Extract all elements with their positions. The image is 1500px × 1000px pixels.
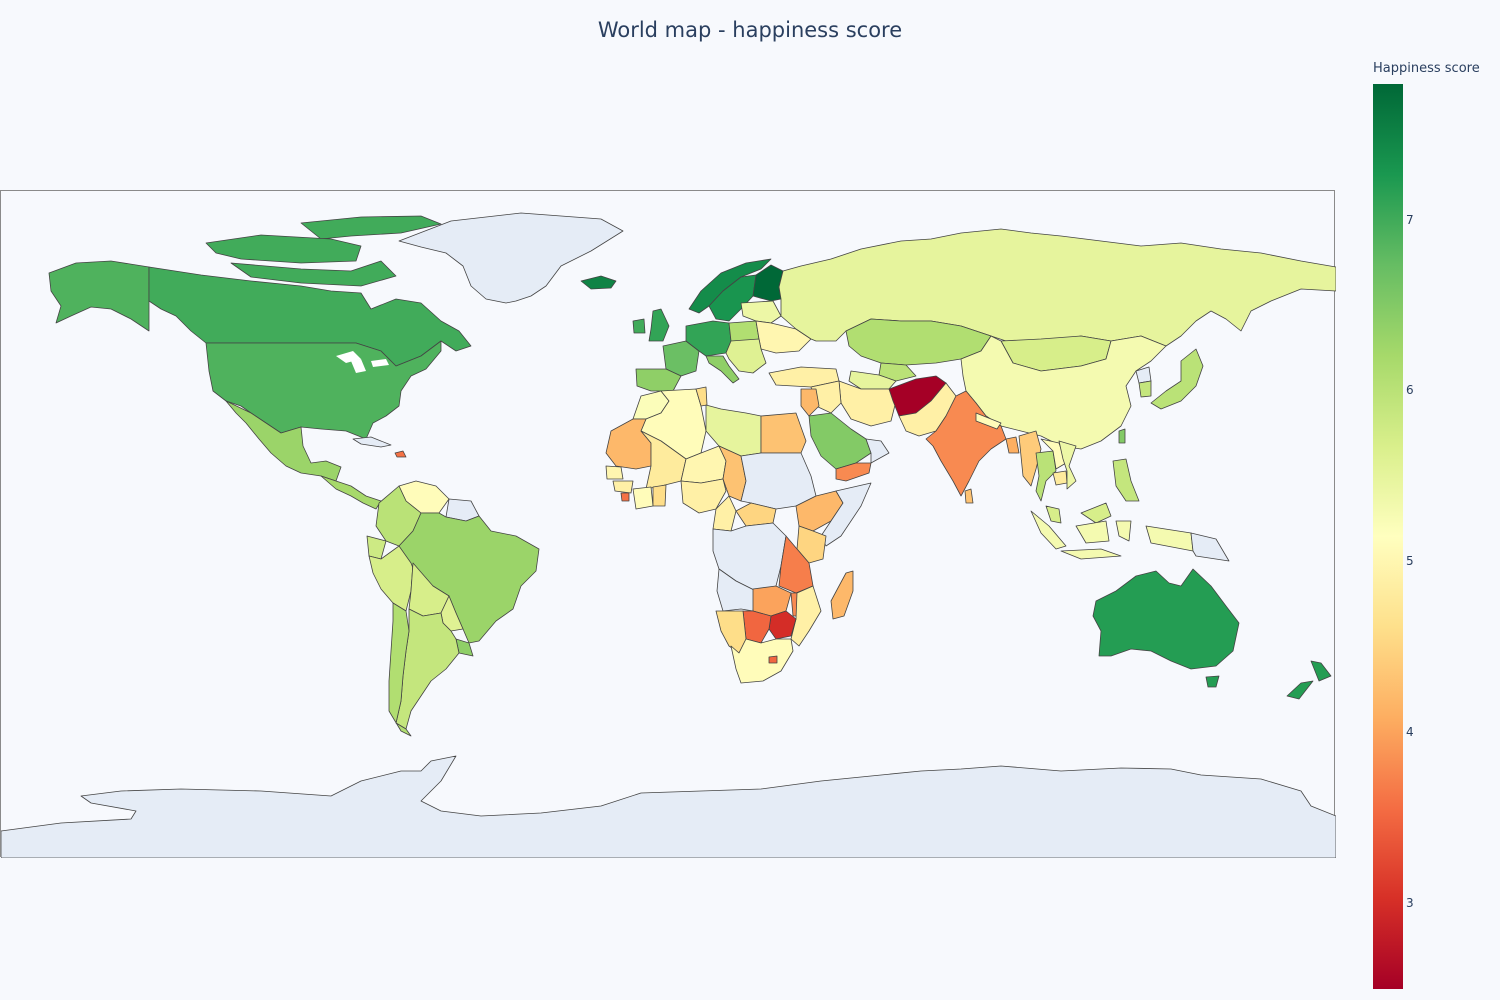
region-tasmania[interactable]: Australia xyxy=(1205,675,1220,688)
choropleth-map[interactable]: Greenland Canada Canada Canada Alaska (U… xyxy=(1,191,1336,858)
region-angola[interactable]: Angola xyxy=(716,568,757,612)
page-title: World map - happiness score xyxy=(597,18,903,42)
region-vietnam[interactable]: Vietnam xyxy=(1058,440,1077,490)
region-ghana[interactable]: Ghana xyxy=(652,484,667,507)
region-saudi-arabia[interactable]: Saudi Arabia xyxy=(808,412,872,470)
region-sri-lanka[interactable]: Sri Lanka xyxy=(964,488,974,504)
region-new-zealand[interactable]: New Zealand xyxy=(1286,660,1332,700)
region-somalia[interactable]: Somalia xyxy=(820,482,872,547)
region-botswana[interactable]: Botswana xyxy=(742,610,772,644)
colorbar-title: Happiness score xyxy=(1373,61,1480,76)
region-laos[interactable]: Laos xyxy=(1040,438,1067,470)
region-canada-arctic-3[interactable]: Canada xyxy=(230,260,397,287)
region-united-kingdom[interactable]: United Kingdom xyxy=(648,308,670,342)
region-dr-congo[interactable]: DR Congo xyxy=(712,522,787,592)
region-uzbekistan[interactable]: Uzbekistan xyxy=(878,362,917,382)
region-peru[interactable]: Peru xyxy=(368,545,414,612)
region-canada[interactable]: Canada xyxy=(148,266,472,367)
region-senegal[interactable]: Senegal xyxy=(605,465,624,480)
region-yemen[interactable]: Yemen xyxy=(835,462,872,482)
region-nepal[interactable]: Nepal xyxy=(975,412,1002,430)
colorbar-tick-label: 7 xyxy=(1406,212,1414,227)
region-papua-new-guinea[interactable]: Papua New Guinea xyxy=(1190,532,1230,562)
region-cameroon[interactable]: Cameroon xyxy=(712,495,737,532)
region-cuba[interactable]: Cuba xyxy=(352,436,392,448)
region-central-america[interactable]: Central America xyxy=(320,475,382,510)
region-nigeria[interactable]: Nigeria xyxy=(680,478,727,514)
region-myanmar[interactable]: Myanmar xyxy=(1018,430,1042,487)
region-cambodia[interactable]: Cambodia xyxy=(1052,470,1068,486)
region-oman[interactable]: Oman xyxy=(865,438,890,464)
region-alaska[interactable]: Alaska (United States) xyxy=(48,260,150,332)
region-malaysia[interactable]: Malaysia xyxy=(1045,502,1112,524)
region-eastern-europe[interactable]: Eastern Europe xyxy=(740,300,782,324)
region-ivory-coast[interactable]: Ivory Coast xyxy=(632,486,654,510)
region-chile[interactable]: Chile xyxy=(388,602,412,737)
region-philippines[interactable]: Philippines xyxy=(1112,458,1140,502)
region-ireland[interactable]: Ireland xyxy=(632,318,646,334)
region-sierra-leone[interactable]: Sierra Leone xyxy=(620,492,630,502)
region-norway[interactable]: Norway xyxy=(688,258,772,314)
region-italy[interactable]: Italy xyxy=(705,355,740,384)
region-japan[interactable]: Japan xyxy=(1150,348,1204,410)
region-ecuador[interactable]: Ecuador xyxy=(366,535,387,560)
region-egypt[interactable]: Egypt xyxy=(760,412,807,454)
colorbar-tick-label: 5 xyxy=(1406,554,1414,569)
region-indonesia[interactable]: Indonesia xyxy=(1030,510,1194,560)
region-balkans[interactable]: Balkans xyxy=(725,338,767,374)
region-canada-arctic-2[interactable]: Canada xyxy=(205,234,362,264)
colorbar xyxy=(1373,84,1403,989)
region-madagascar[interactable]: Madagascar xyxy=(830,570,854,620)
region-antarctica[interactable]: Antarctica xyxy=(1,755,1336,858)
region-iceland[interactable]: Iceland xyxy=(580,275,617,290)
region-mexico[interactable]: Mexico xyxy=(225,400,342,482)
great-lakes xyxy=(336,351,389,373)
region-south-africa[interactable]: South Africa xyxy=(730,638,794,684)
region-australia[interactable]: Australia xyxy=(1092,568,1240,670)
region-taiwan[interactable]: Taiwan xyxy=(1118,428,1126,444)
colorbar-tick-label: 6 xyxy=(1406,383,1414,398)
region-greenland[interactable]: Greenland xyxy=(398,212,624,304)
region-haiti[interactable]: Haiti xyxy=(394,450,407,458)
region-lesotho[interactable]: Lesotho xyxy=(768,655,778,664)
region-south-korea[interactable]: South Korea xyxy=(1138,380,1152,398)
region-thailand[interactable]: Thailand xyxy=(1035,450,1057,502)
region-central-african-republic[interactable]: Central African Republic xyxy=(735,502,777,527)
colorbar-tick-label: 4 xyxy=(1406,724,1414,739)
region-guinea[interactable]: Guinea xyxy=(612,480,634,494)
region-syria-jordan[interactable]: Syria & Jordan xyxy=(800,388,820,417)
world-map[interactable]: Greenland Canada Canada Canada Alaska (U… xyxy=(0,190,1336,858)
region-sudan[interactable]: Sudan xyxy=(740,452,817,510)
region-iran[interactable]: Iran xyxy=(838,380,897,427)
colorbar-tick-label: 3 xyxy=(1406,895,1414,910)
region-bangladesh[interactable]: Bangladesh xyxy=(1005,436,1020,454)
